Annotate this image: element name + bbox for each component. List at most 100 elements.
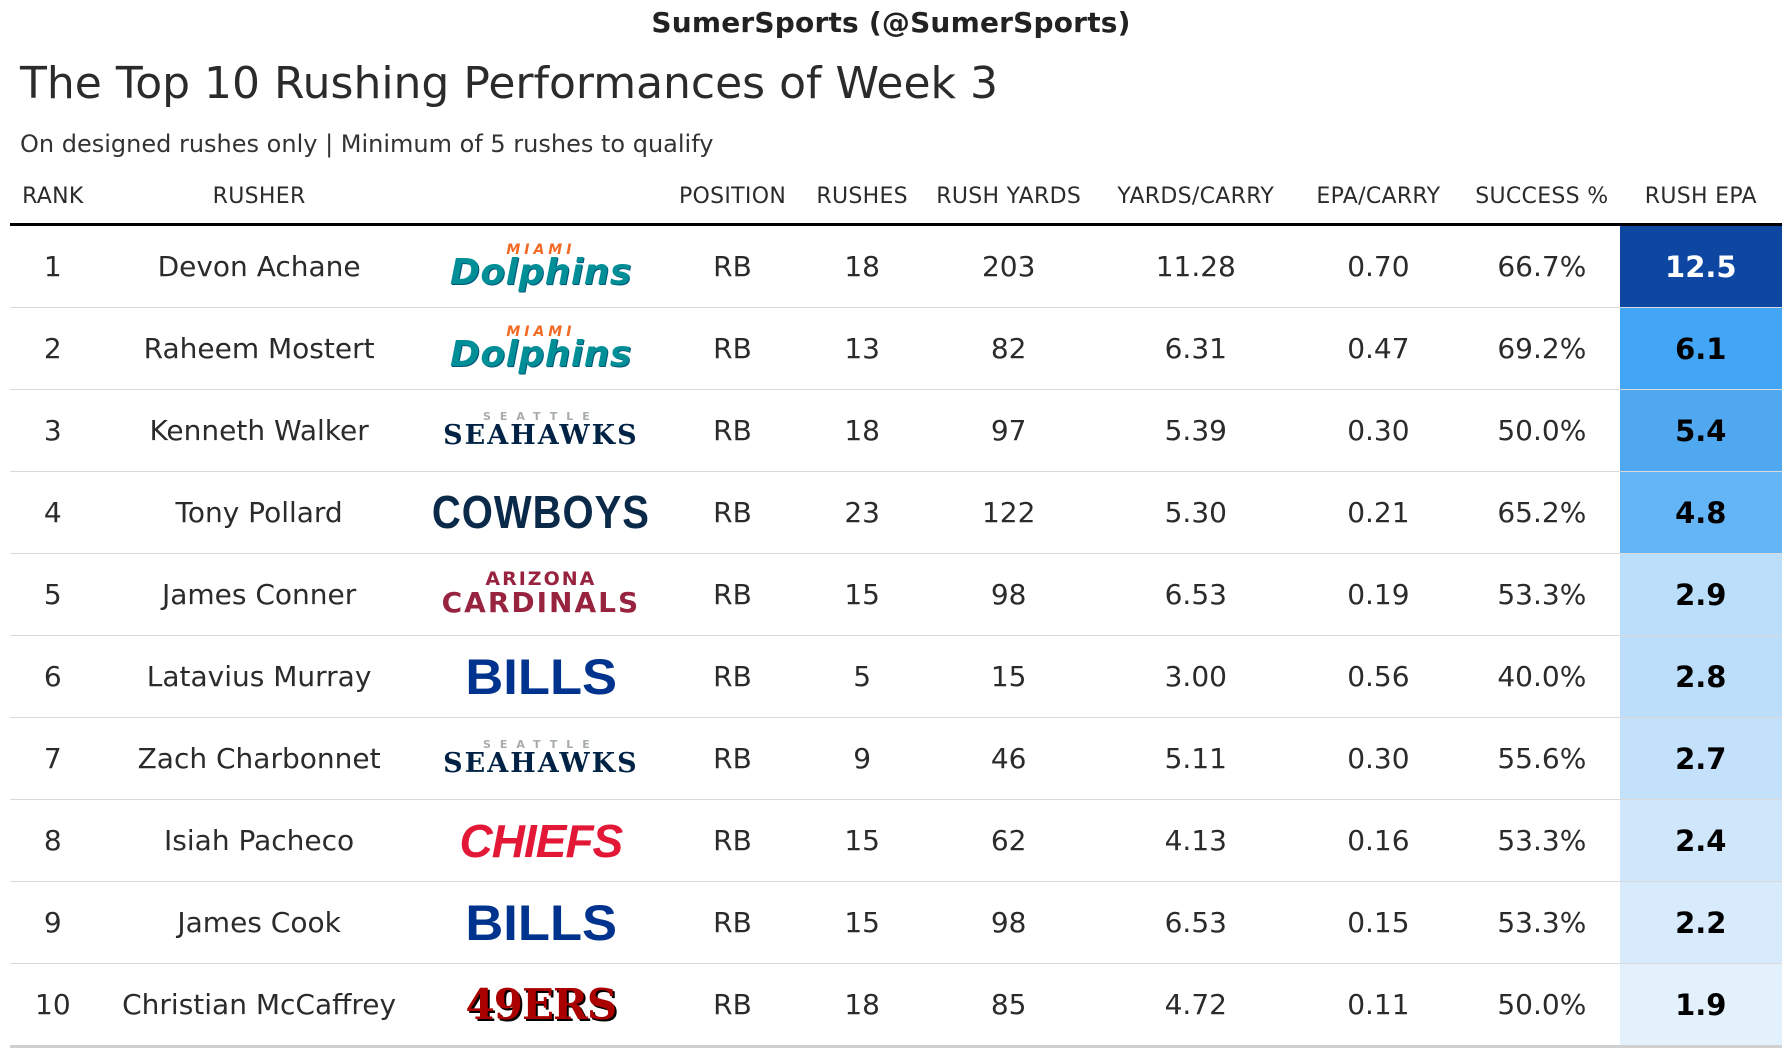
success-cell: 53.3%: [1464, 553, 1620, 636]
logo-top-text: ARIZONA: [485, 568, 597, 590]
rusher-cell: James Cook: [95, 881, 423, 964]
dolphins-logo: MIAMI Dolphins: [450, 243, 632, 291]
rushes-cell: 13: [805, 307, 919, 390]
page-title: The Top 10 Rushing Performances of Week …: [20, 58, 999, 109]
rusher-cell: Christian McCaffrey: [95, 963, 423, 1048]
rushes-cell: 15: [805, 881, 919, 964]
table-row: 6 Latavius Murray BILLS RB 5 15 3.00 0.56 40.0% 2…: [10, 635, 1782, 718]
rushes-cell: 15: [805, 799, 919, 882]
rush-epa-cell: 2.4: [1619, 799, 1782, 882]
success-cell: 65.2%: [1464, 471, 1620, 554]
epa-per-carry-cell: 0.16: [1292, 799, 1465, 882]
rank-cell: 5: [10, 553, 96, 636]
table-row: 8 Isiah Pacheco CHIEFS RB 15 62 4.13 0.16 53.3% 2…: [10, 799, 1782, 882]
success-cell: 53.3%: [1464, 881, 1620, 964]
seahawks-logo: SEATTLE SEAHAWKS: [443, 739, 638, 777]
rushes-cell: 5: [805, 635, 919, 718]
rusher-cell: Isiah Pacheco: [95, 799, 423, 882]
rush-epa-cell: 2.9: [1619, 553, 1782, 636]
bills-logo: BILLS: [465, 648, 617, 705]
table-row: 7 Zach Charbonnet SEATTLE SEAHAWKS RB 9 46 5.11…: [10, 717, 1782, 800]
success-cell: 50.0%: [1464, 389, 1620, 472]
yards-per-carry-cell: 5.11: [1098, 717, 1293, 800]
position-cell: RB: [659, 553, 806, 636]
header-rushes: RUSHES: [805, 170, 919, 226]
rush-epa-cell: 1.9: [1619, 963, 1782, 1048]
logo-main-text: SEAHAWKS: [443, 747, 639, 779]
rush-epa-cell: 2.7: [1619, 717, 1782, 800]
team-logo-cell: MIAMI Dolphins: [422, 224, 660, 308]
yards-per-carry-cell: 6.53: [1098, 881, 1293, 964]
rank-cell: 3: [10, 389, 96, 472]
rush-yards-cell: 122: [918, 471, 1099, 554]
header-epa-per-carry: EPA/CARRY: [1292, 170, 1465, 226]
49ers-logo: 49ERS: [465, 979, 618, 1029]
table-row: 10 Christian McCaffrey 49ERS RB 18 85 4.72 0.11…: [10, 963, 1782, 1048]
rushes-cell: 15: [805, 553, 919, 636]
team-logo-cell: 49ERS: [422, 963, 660, 1048]
epa-per-carry-cell: 0.11: [1292, 963, 1465, 1048]
header-rush-yards: RUSH YARDS: [918, 170, 1099, 226]
position-cell: RB: [659, 635, 806, 718]
logo-main-text: CARDINALS: [441, 586, 641, 619]
team-logo-cell: SEATTLE SEAHAWKS: [422, 389, 660, 472]
rush-yards-cell: 203: [918, 224, 1099, 308]
header-rank: RANK: [10, 170, 96, 226]
rushes-cell: 18: [805, 963, 919, 1048]
rushes-cell: 23: [805, 471, 919, 554]
position-cell: RB: [659, 717, 806, 800]
header-rusher: RUSHER: [95, 170, 423, 226]
yards-per-carry-cell: 5.30: [1098, 471, 1293, 554]
cowboys-logo: COWBOYS: [431, 487, 650, 538]
table-row: 5 James Conner ARIZONA CARDINALS RB 15 98 6.53 0…: [10, 553, 1782, 636]
header-rush-epa: RUSH EPA: [1619, 170, 1782, 226]
yards-per-carry-cell: 6.53: [1098, 553, 1293, 636]
logo-top-text: SEATTLE: [482, 737, 599, 751]
rusher-cell: Raheem Mostert: [95, 307, 423, 390]
rank-cell: 9: [10, 881, 96, 964]
team-logo-cell: COWBOYS: [422, 471, 660, 554]
rank-cell: 4: [10, 471, 96, 554]
position-cell: RB: [659, 881, 806, 964]
success-cell: 66.7%: [1464, 224, 1620, 308]
epa-per-carry-cell: 0.47: [1292, 307, 1465, 390]
position-cell: RB: [659, 389, 806, 472]
rusher-cell: Kenneth Walker: [95, 389, 423, 472]
rush-yards-cell: 82: [918, 307, 1099, 390]
table-row: 1 Devon Achane MIAMI Dolphins RB 18 203 11.28 0.…: [10, 224, 1782, 308]
header-success: SUCCESS %: [1464, 170, 1620, 226]
success-cell: 55.6%: [1464, 717, 1620, 800]
rush-yards-cell: 15: [918, 635, 1099, 718]
subtitle: On designed rushes only | Minimum of 5 r…: [20, 130, 714, 158]
logo-top-text: SEATTLE: [482, 409, 599, 423]
bills-logo: BILLS: [465, 894, 617, 951]
chiefs-logo: CHIEFS: [459, 814, 624, 867]
logo-main-text: Dolphins: [450, 333, 632, 375]
table-row: 4 Tony Pollard COWBOYS RB 23 122 5.30 0.21 65.2%…: [10, 471, 1782, 554]
rush-epa-cell: 6.1: [1619, 307, 1782, 390]
logo-main-text: Dolphins: [450, 251, 632, 293]
epa-per-carry-cell: 0.70: [1292, 224, 1465, 308]
rush-yards-cell: 85: [918, 963, 1099, 1048]
rush-epa-cell: 5.4: [1619, 389, 1782, 472]
rushes-cell: 18: [805, 224, 919, 308]
team-logo-cell: SEATTLE SEAHAWKS: [422, 717, 660, 800]
success-cell: 53.3%: [1464, 799, 1620, 882]
rank-cell: 10: [10, 963, 96, 1048]
epa-per-carry-cell: 0.30: [1292, 717, 1465, 800]
position-cell: RB: [659, 799, 806, 882]
epa-per-carry-cell: 0.21: [1292, 471, 1465, 554]
position-cell: RB: [659, 307, 806, 390]
success-cell: 50.0%: [1464, 963, 1620, 1048]
yards-per-carry-cell: 3.00: [1098, 635, 1293, 718]
rusher-cell: Zach Charbonnet: [95, 717, 423, 800]
rush-yards-cell: 98: [918, 553, 1099, 636]
team-logo-cell: BILLS: [422, 881, 660, 964]
rank-cell: 2: [10, 307, 96, 390]
table-row: 2 Raheem Mostert MIAMI Dolphins RB 13 82 6.31 0.…: [10, 307, 1782, 390]
rank-cell: 1: [10, 224, 96, 308]
rank-cell: 8: [10, 799, 96, 882]
position-cell: RB: [659, 224, 806, 308]
position-cell: RB: [659, 963, 806, 1048]
logo-top-text: MIAMI: [506, 241, 576, 258]
